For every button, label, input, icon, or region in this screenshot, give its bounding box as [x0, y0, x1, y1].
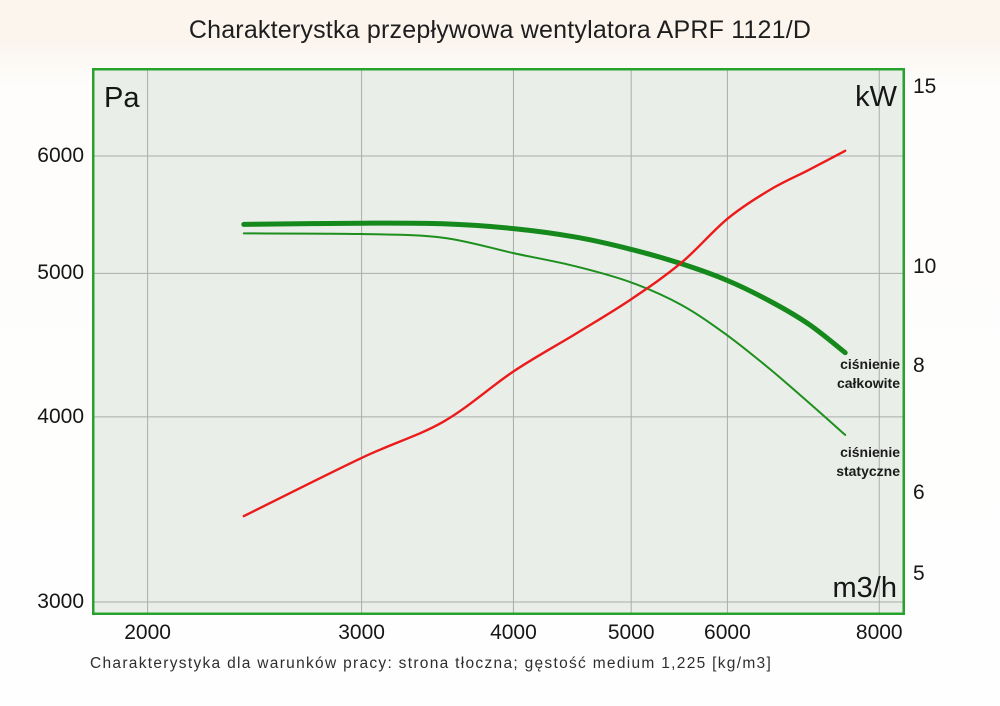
x-axis-unit-label: m3/h: [832, 572, 897, 604]
curve-total-pressure: [241, 220, 848, 356]
plot-area: Pa kW m3/h ciśnienie całkowite ciśnienie…: [92, 68, 905, 615]
power-tick-label: 6: [913, 481, 925, 505]
flow-tick-label: 4000: [490, 621, 537, 644]
power-tick-label: 10: [913, 255, 937, 279]
power-tick-label: 15: [913, 75, 937, 99]
pressure-tick-label: 4000: [37, 404, 84, 428]
static-pressure-curve-label: ciśnienie statyczne: [836, 444, 900, 479]
plot-border: [92, 68, 905, 615]
pressure-tick-label: 5000: [37, 261, 84, 285]
flow-tick-label: 3000: [338, 621, 385, 644]
flow-tick-label: 2000: [124, 621, 171, 644]
pressure-tick-label: 3000: [37, 590, 84, 613]
curve-power: [242, 149, 847, 518]
power-tick-label: 5: [913, 562, 925, 586]
total-pressure-curve-label: ciśnienie całkowite: [836, 356, 900, 391]
chart-caption: Charakterystyka dla warunków pracy: stro…: [90, 655, 773, 672]
chart-title: Charakterystka przepływowa wentylatora A…: [188, 16, 812, 44]
right-axis-unit-label: kW: [855, 81, 897, 113]
curve-static-pressure: [242, 232, 847, 436]
left-axis-unit-label: Pa: [104, 82, 140, 114]
flow-tick-label: 5000: [607, 621, 655, 644]
chart-canvas: [92, 68, 905, 615]
flow-tick-label: 8000: [855, 621, 903, 644]
power-tick-label: 8: [913, 353, 925, 377]
flow-tick-label: 6000: [704, 621, 751, 644]
pressure-tick-label: 6000: [37, 144, 84, 168]
